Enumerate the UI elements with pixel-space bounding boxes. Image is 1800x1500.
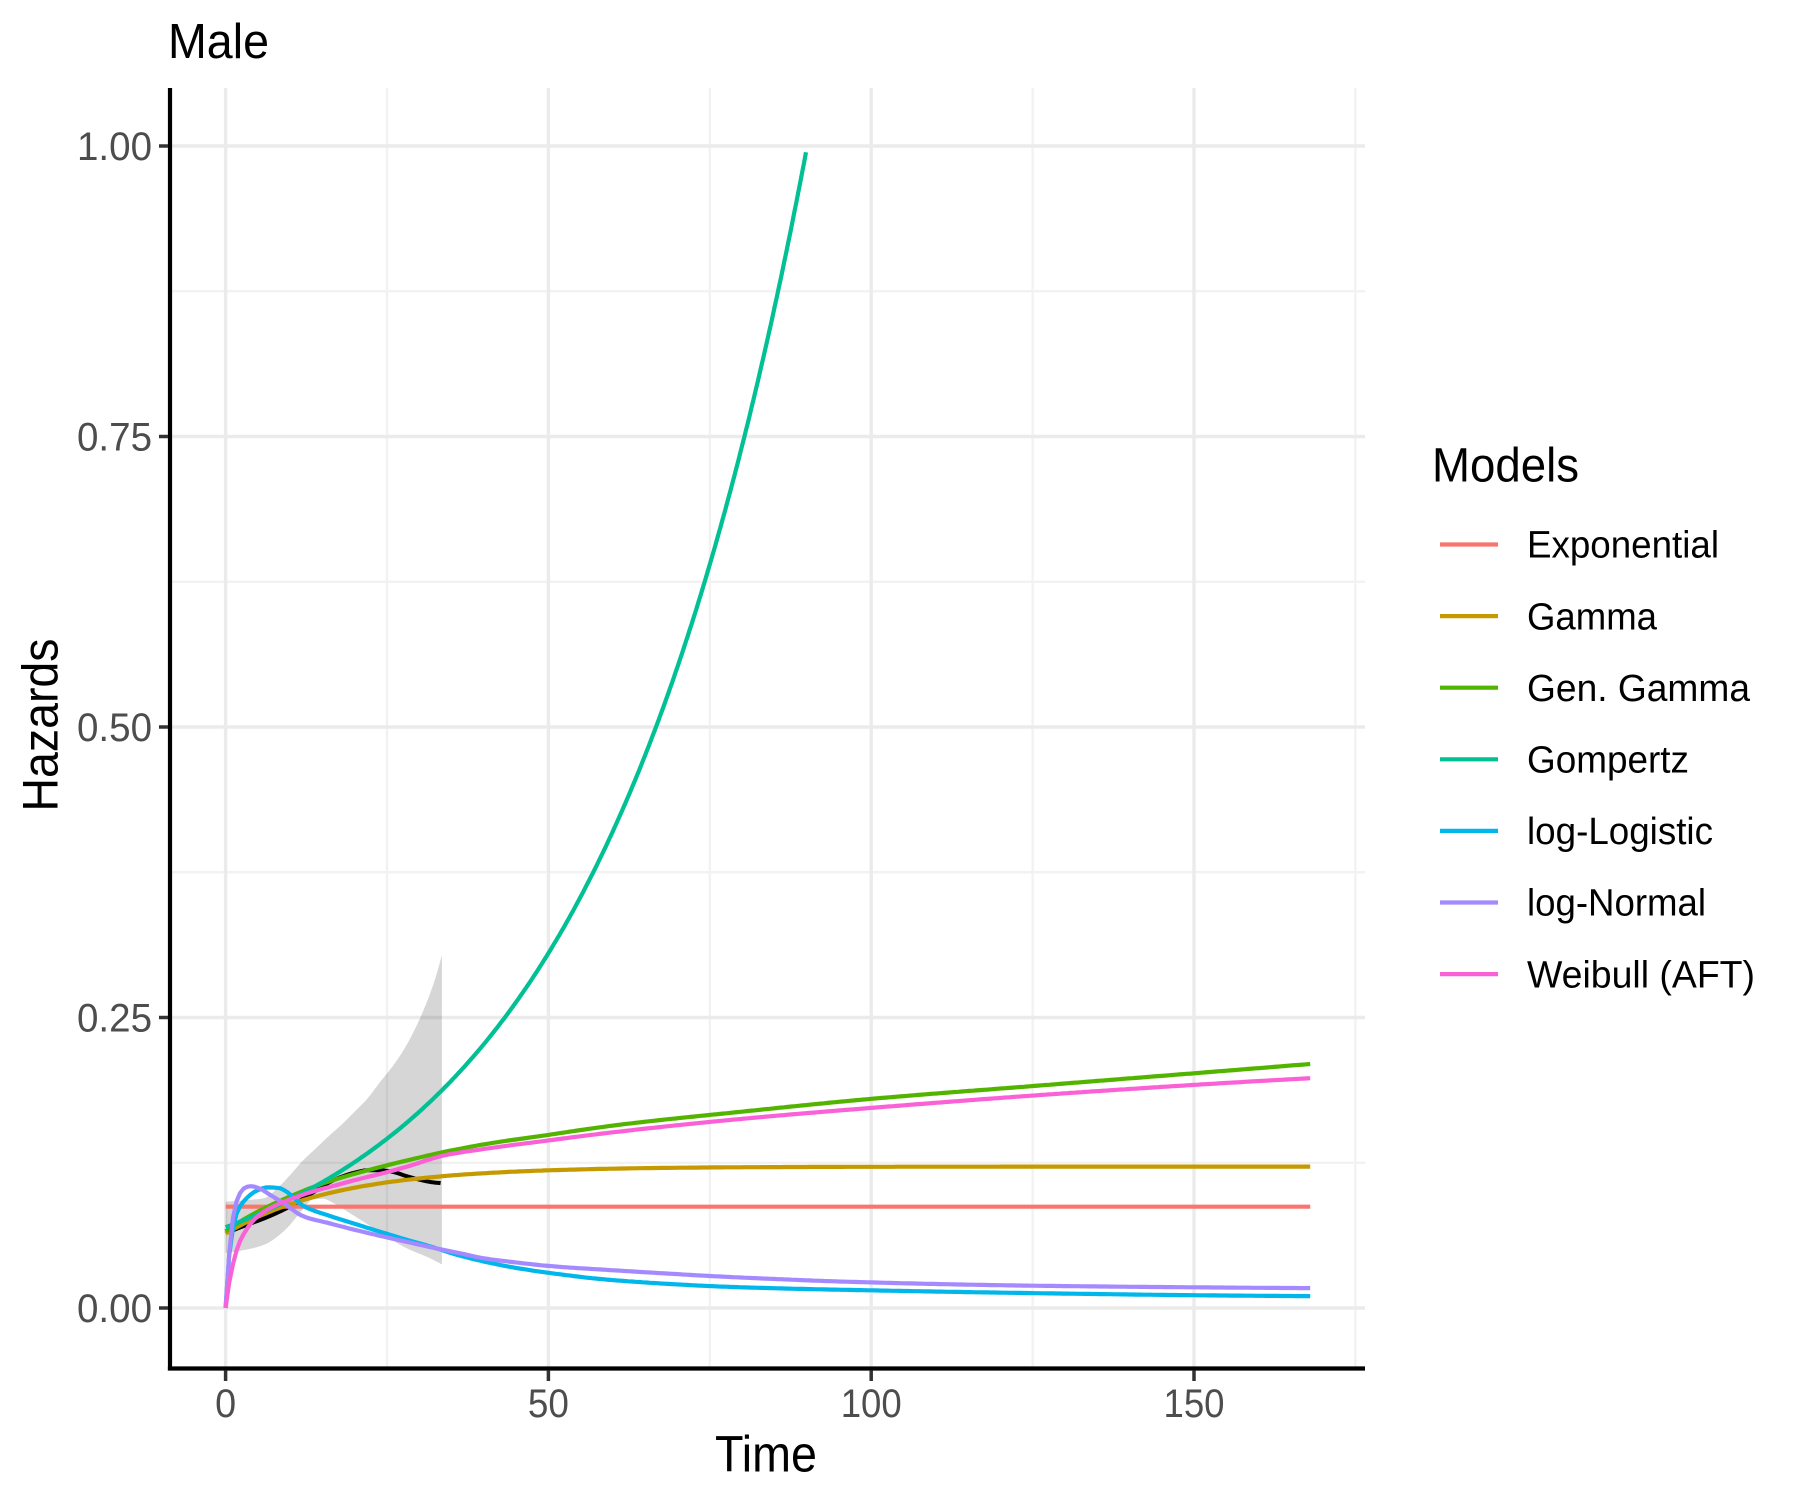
- svg-text:0.50: 0.50: [77, 706, 152, 750]
- svg-text:Time: Time: [715, 1426, 817, 1483]
- svg-text:Gen. Gamma: Gen. Gamma: [1527, 668, 1751, 710]
- svg-text:50: 50: [528, 1382, 569, 1426]
- svg-text:Gamma: Gamma: [1527, 596, 1658, 638]
- svg-text:Male: Male: [168, 15, 269, 69]
- svg-text:0.00: 0.00: [77, 1287, 152, 1331]
- svg-text:Weibull (AFT): Weibull (AFT): [1527, 954, 1755, 996]
- svg-text:1.00: 1.00: [77, 125, 152, 169]
- svg-text:log-Logistic: log-Logistic: [1527, 811, 1713, 853]
- svg-text:Gompertz: Gompertz: [1527, 740, 1689, 782]
- svg-text:Exponential: Exponential: [1527, 525, 1719, 567]
- svg-text:Hazards: Hazards: [13, 639, 69, 812]
- svg-text:log-Normal: log-Normal: [1527, 883, 1706, 925]
- svg-text:100: 100: [841, 1382, 902, 1426]
- svg-text:0: 0: [215, 1382, 236, 1426]
- svg-text:Models: Models: [1432, 439, 1579, 492]
- svg-text:150: 150: [1164, 1382, 1225, 1426]
- svg-text:0.25: 0.25: [77, 996, 152, 1040]
- svg-text:0.75: 0.75: [77, 415, 152, 459]
